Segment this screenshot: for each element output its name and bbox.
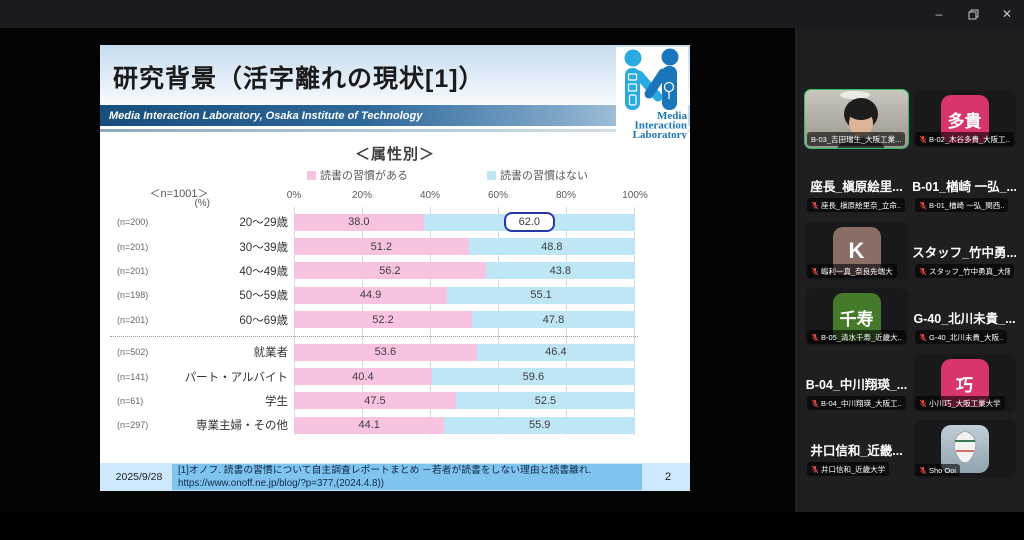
group-divider xyxy=(110,335,638,337)
chart-row: (n=297) 専業主婦・その他 44.1 55.9 xyxy=(100,413,640,437)
shared-screen-stage: 研究背景（活字離れの現状[1]） Media Interaction Labor… xyxy=(0,28,795,512)
muted-mic-icon xyxy=(919,399,927,408)
slide-header: 研究背景（活字離れの現状[1]） xyxy=(100,45,690,105)
muted-mic-icon xyxy=(811,399,819,408)
bar-have: 51.2 xyxy=(294,238,469,256)
participant-name-label: スタッフ_竹中勇真_大阪.. xyxy=(915,264,1014,278)
bar-not: 43.8 xyxy=(485,262,635,280)
bar-have: 38.0 xyxy=(294,213,424,231)
bar-not: 48.8 xyxy=(468,238,635,256)
bar-not: 55.1 xyxy=(447,286,635,304)
bar-not: 47.8 xyxy=(472,311,635,329)
close-button[interactable]: ✕ xyxy=(1001,7,1013,21)
slide-subtitle: Media Interaction Laboratory, Osaka Inst… xyxy=(109,109,423,122)
muted-mic-icon xyxy=(919,201,927,210)
page-number: 2 xyxy=(664,471,672,483)
chart-rows: (n=200) 20～29歳 38.0 62.0 (n=201) 30～39歳 … xyxy=(100,210,640,438)
axis-unit-label: (%) xyxy=(194,198,210,209)
participant-name-label: B-02_木谷多貴_大阪工... xyxy=(915,132,1014,146)
muted-mic-icon xyxy=(811,333,819,342)
svg-text:Laboratory: Laboratory xyxy=(633,129,688,139)
muted-mic-icon xyxy=(919,135,927,144)
participant-name-label: G-40_北川未貴_大阪.. xyxy=(915,330,1008,344)
legend-swatch-blue xyxy=(487,170,496,180)
participant-name-label: B-01_楢崎 一弘_関西.. xyxy=(915,198,1009,212)
minimize-button[interactable]: – xyxy=(935,7,943,21)
participant-tile-text[interactable]: B-01_楢崎 一弘_... B-01_楢崎 一弘_関西.. xyxy=(913,156,1016,214)
subtitle-underline xyxy=(100,129,690,132)
participant-name-label: B-03_吉田瑞生_大阪工業... xyxy=(807,132,906,146)
participant-name-label: 井口信和_近畿大学 xyxy=(807,462,890,476)
bar-not: 46.4 xyxy=(476,343,635,361)
highlight-box: 62.0 xyxy=(503,212,555,233)
bar-have: 40.4 xyxy=(294,368,432,386)
slide-date: 2025/9/28 xyxy=(115,471,163,483)
participant-name-label: B-05_清水千寿_近畿大.. xyxy=(807,330,906,344)
legend-item-not: 読書の習慣はない xyxy=(487,167,588,183)
legend-swatch-pink xyxy=(307,170,316,180)
participant-name-label: 座長_槇原絵里奈_立命.. xyxy=(807,198,906,212)
bar-have: 53.6 xyxy=(294,343,477,361)
participant-tile-text[interactable]: スタッフ_竹中勇... スタッフ_竹中勇真_大阪.. xyxy=(913,222,1016,280)
citation-text: [1]オノフ. 読書の習慣について自主調査レポートまとめ －若者が読書をしない理… xyxy=(172,464,642,490)
participant-tile-photo[interactable]: Sho Ooi xyxy=(913,420,1016,478)
muted-mic-icon xyxy=(919,333,927,342)
participant-tile-text[interactable]: G-40_北川未貴_... G-40_北川未貴_大阪.. xyxy=(913,288,1016,346)
chart-row: (n=201) 40～49歳 56.2 43.8 xyxy=(100,259,640,283)
participant-tile-video[interactable]: B-03_吉田瑞生_大阪工業... xyxy=(804,89,909,149)
window-titlebar: – ✕ xyxy=(0,0,1024,28)
muted-mic-icon xyxy=(919,466,927,475)
bar-have: 44.1 xyxy=(294,416,445,434)
chart-title: ＜属性別＞ xyxy=(354,146,435,163)
muted-mic-icon xyxy=(811,465,819,474)
participant-tile-text[interactable]: B-04_中川翔瑛_... B-04_中川翔瑛_大阪工.. xyxy=(805,354,908,412)
chart-row: (n=502) 就業者 53.6 46.4 xyxy=(100,340,640,364)
participant-name-label: 小川巧_大阪工業大学 xyxy=(915,396,1005,410)
slide-title: 研究背景（活字離れの現状[1]） xyxy=(113,65,485,93)
participant-name-label: Sho Ooi xyxy=(915,464,961,476)
muted-mic-icon xyxy=(811,267,819,276)
muted-mic-icon xyxy=(919,267,927,276)
muted-mic-icon xyxy=(811,201,819,210)
svg-text:Interaction: Interaction xyxy=(634,120,687,132)
sample-size-note: ＜n=1001＞ xyxy=(149,188,209,200)
chart-legend: 読書の習慣がある 読書の習慣はない xyxy=(100,167,690,183)
restore-button[interactable] xyxy=(956,0,990,28)
bar-not: 59.6 xyxy=(431,368,635,386)
chart-row: (n=200) 20～29歳 38.0 62.0 xyxy=(100,210,640,234)
bar-have: 56.2 xyxy=(294,262,486,280)
slide-subtitle-bar: Media Interaction Laboratory, Osaka Inst… xyxy=(100,105,690,126)
chart-row: (n=141) パート・アルバイト 40.4 59.6 xyxy=(100,364,640,388)
bar-not: 52.5 xyxy=(455,392,635,410)
presentation-slide: 研究背景（活字離れの現状[1]） Media Interaction Labor… xyxy=(100,45,690,491)
participants-sidebar: B-03_吉田瑞生_大阪工業... 多貴 B-02_木谷多貴_大阪工... 座長… xyxy=(795,28,1024,512)
chart-row: (n=61) 学生 47.5 52.5 xyxy=(100,389,640,413)
slide-footer: 2025/9/28 [1]オノフ. 読書の習慣について自主調査レポートまとめ －… xyxy=(100,463,690,491)
chart-row: (n=201) 30～39歳 51.2 48.8 xyxy=(100,234,640,258)
participant-tile-text[interactable]: 座長_槇原絵里... 座長_槇原絵里奈_立命.. xyxy=(805,156,908,214)
lab-logo: Media Interaction Laboratory xyxy=(616,47,688,139)
bar-have: 44.9 xyxy=(294,286,448,304)
chart-row: (n=201) 60～69歳 52.2 47.8 xyxy=(100,308,640,332)
bar-not: 55.9 xyxy=(444,416,635,434)
participant-name-label: B-04_中川翔瑛_大阪工.. xyxy=(807,396,906,410)
bar-have: 47.5 xyxy=(294,392,456,410)
participant-tile-avatar[interactable]: 多貴 B-02_木谷多貴_大阪工... xyxy=(913,90,1016,148)
participant-name-label: 嶋利一真_奈良先端大 xyxy=(807,264,897,278)
participant-tile-avatar[interactable]: 千寿 B-05_清水千寿_近畿大.. xyxy=(805,288,908,346)
participant-grid: B-03_吉田瑞生_大阪工業... 多貴 B-02_木谷多貴_大阪工... 座長… xyxy=(804,89,1016,478)
legend-item-have: 読書の習慣がある xyxy=(307,167,408,183)
participant-tile-avatar[interactable]: K 嶋利一真_奈良先端大 xyxy=(805,222,908,280)
svg-text:Media: Media xyxy=(657,110,687,122)
x-axis-ticks: 0% 20% 40% 60% 80% 100% xyxy=(286,190,648,201)
participant-tile-avatar[interactable]: 巧 小川巧_大阪工業大学 xyxy=(913,354,1016,412)
participant-tile-text[interactable]: 井口信和_近畿... 井口信和_近畿大学 xyxy=(805,420,908,478)
chart-row: (n=198) 50～59歳 44.9 55.1 xyxy=(100,283,640,307)
bar-have: 52.2 xyxy=(294,311,472,329)
bar-not: 62.0 xyxy=(423,212,635,233)
